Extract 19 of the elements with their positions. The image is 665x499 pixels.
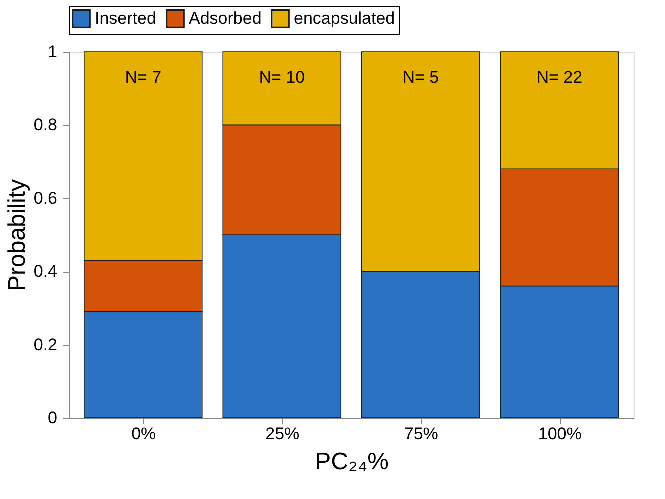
annotation: N= 22 [536, 68, 583, 87]
y-tick-label: 0.2 [34, 335, 58, 354]
y-tick-label: 1 [48, 42, 58, 62]
annotation: N= 10 [259, 68, 306, 87]
y-tick-label: 0.8 [34, 116, 58, 135]
y-tick-label: 0.4 [34, 262, 58, 282]
x-axis-title: PC₂₄% [315, 448, 389, 476]
x-tick-label: 100% [538, 424, 582, 444]
legend-label: encapsulated [294, 8, 396, 28]
x-tick-label: 75% [404, 424, 438, 444]
x-tick-label: 0% [132, 424, 156, 444]
annotation: N= 5 [402, 68, 440, 87]
y-tick-label: 0 [48, 408, 58, 428]
legend-label: Inserted [95, 8, 156, 28]
x-tick-label: 25% [266, 424, 300, 444]
y-axis-title: Probability [4, 179, 31, 292]
legend-label: Adsorbed [189, 8, 262, 28]
y-tick-label: 0.6 [34, 188, 58, 208]
annotation: N= 7 [125, 68, 162, 87]
